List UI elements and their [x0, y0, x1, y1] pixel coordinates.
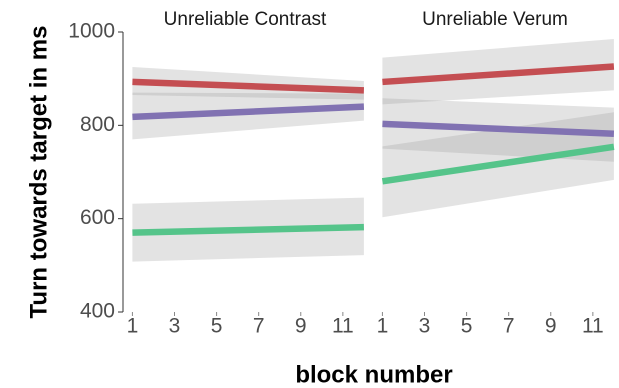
- x-tick-label: 5: [461, 315, 473, 338]
- y-axis-ticks: 400 600 800 1000: [68, 20, 123, 323]
- series-line: [381, 143, 615, 185]
- x-tick-label: 1: [377, 315, 389, 338]
- x-tick-label: 5: [211, 315, 223, 338]
- x-axis-ticks: 1 3 5 7 9 11 1 3 5 7 9 11: [127, 312, 604, 338]
- x-tick-label: 3: [169, 315, 181, 338]
- y-tick-label: 400: [80, 300, 115, 323]
- panel-background: [124, 32, 366, 312]
- x-tick-label: 1: [127, 315, 139, 338]
- x-tick-label: 7: [253, 315, 265, 338]
- x-tick-label: 7: [503, 315, 515, 338]
- x-tick-label: 9: [545, 315, 557, 338]
- x-tick-label: 11: [332, 315, 354, 338]
- x-tick-label: 3: [419, 315, 431, 338]
- series-line: [382, 120, 615, 137]
- series-line: [132, 78, 365, 94]
- y-tick-label: 1000: [68, 20, 115, 43]
- y-axis-title: Turn towards target in ms: [25, 26, 52, 319]
- x-tick-label: 9: [295, 315, 307, 338]
- series-line: [382, 63, 615, 86]
- x-axis-title: block number: [295, 361, 452, 388]
- series-lines: [132, 63, 615, 236]
- confidence-band: [132, 92, 364, 140]
- y-tick-label: 600: [80, 206, 115, 229]
- panel-title: Unreliable Contrast: [164, 9, 327, 30]
- y-tick-label: 800: [80, 113, 115, 136]
- x-tick-label: 11: [582, 315, 604, 338]
- series-line: [132, 223, 364, 236]
- panel-titles: Unreliable Contrast Unreliable Verum: [164, 9, 568, 30]
- series-line: [132, 103, 365, 121]
- panel-title: Unreliable Verum: [422, 9, 568, 30]
